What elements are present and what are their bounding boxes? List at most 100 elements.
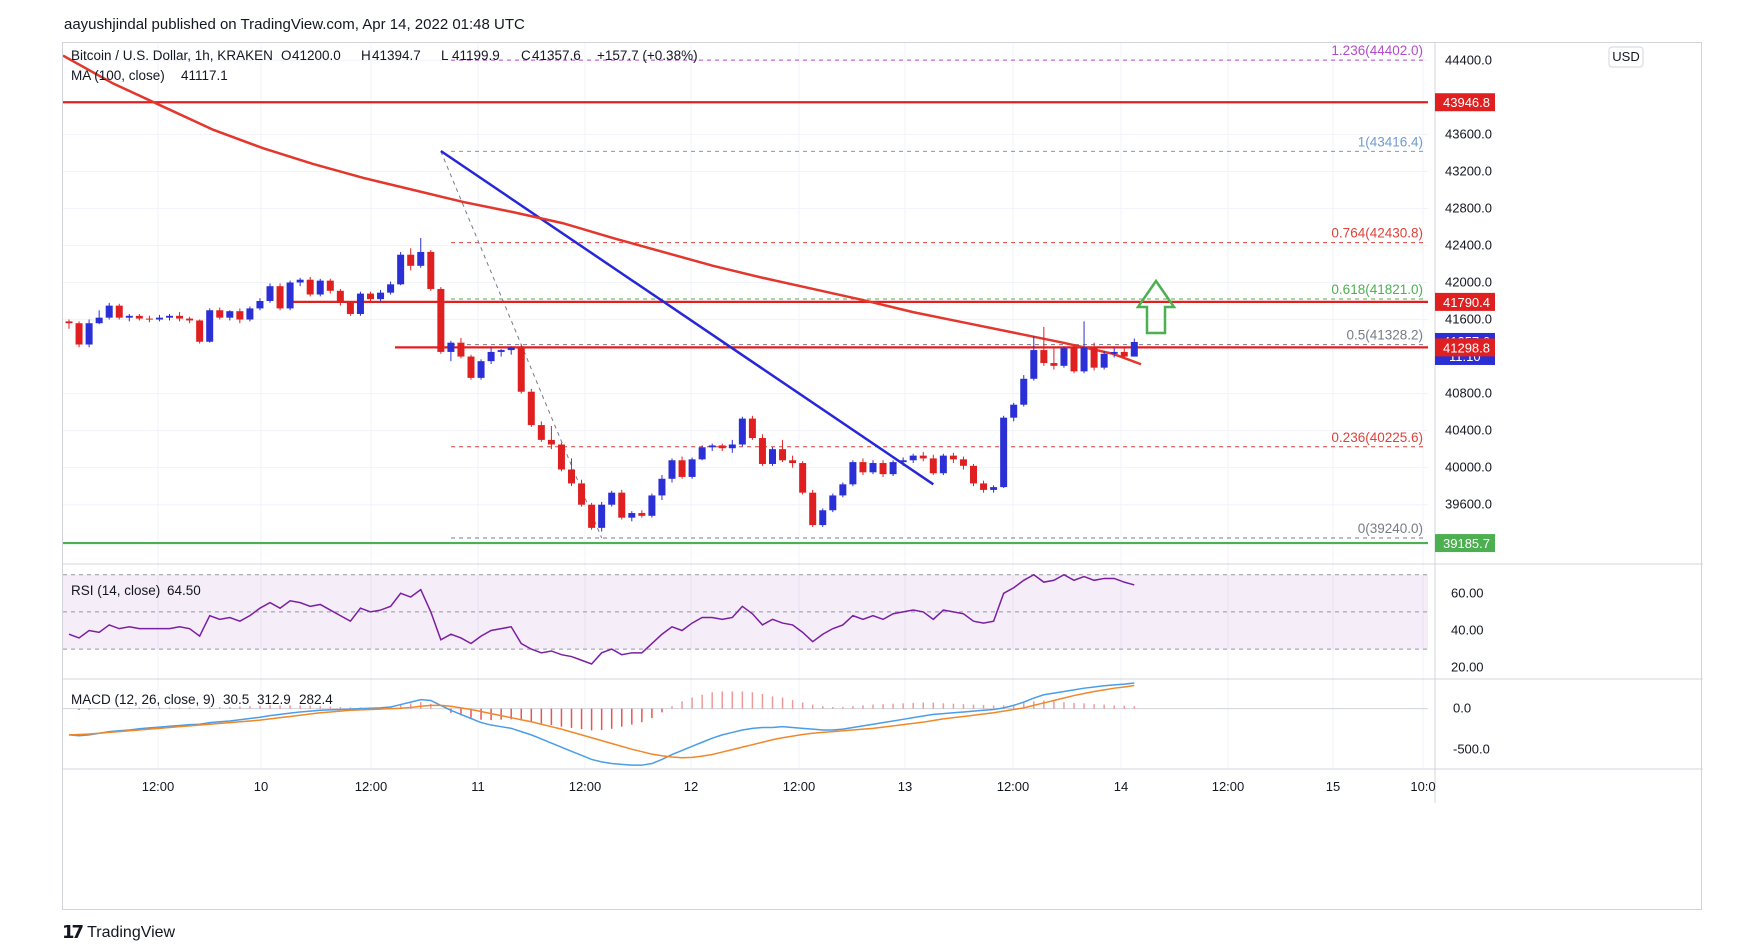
time-tick-label: 12:00 bbox=[142, 779, 175, 794]
ohlc-value-L: 41199.9 bbox=[452, 48, 500, 63]
fib-label-1: 1(43416.4) bbox=[1358, 134, 1423, 149]
candle-body bbox=[547, 439, 555, 445]
level-badge-41298.8 bbox=[1435, 338, 1495, 357]
legend-ohlc: O 41200.0 H 41394.7 L 41199.9 C 41357.6 +157.7 (… bbox=[281, 48, 698, 63]
tradingview-logo-label: TradingView bbox=[87, 923, 176, 941]
candle-body bbox=[618, 492, 626, 518]
candle-body bbox=[718, 445, 726, 449]
candle-body bbox=[367, 293, 374, 300]
candle-body bbox=[557, 444, 565, 470]
candle-body bbox=[306, 279, 314, 295]
time-tick-label: 12 bbox=[684, 779, 698, 794]
price-tick-label: 40000.0 bbox=[1445, 460, 1492, 475]
candle-body bbox=[748, 418, 756, 439]
legend-ma-value: 41117.1 bbox=[181, 68, 228, 83]
price-tick-label: 42800.0 bbox=[1445, 200, 1492, 215]
candle-body bbox=[316, 280, 324, 295]
candle-body bbox=[497, 350, 505, 352]
candle-body bbox=[1000, 417, 1008, 488]
price-chart[interactable]: 1.236(44402.0) 1(43416.4) 0.764(42430.8) 0.… bbox=[63, 43, 1703, 911]
macd-line bbox=[68, 682, 1135, 766]
time-tick-label: 11 bbox=[471, 779, 485, 794]
time-tick-label: 12:00 bbox=[783, 779, 816, 794]
fib-label-0-5: 0.5(41328.2) bbox=[1346, 328, 1423, 343]
level-badge-label: 41790.4 bbox=[1443, 295, 1490, 310]
time-tick-label: 13 bbox=[898, 779, 912, 794]
candle-body bbox=[1050, 363, 1058, 366]
candle-body bbox=[628, 513, 636, 518]
level-badge-39185.7 bbox=[1435, 534, 1495, 553]
candle-body bbox=[1080, 347, 1088, 372]
blue-trendline bbox=[440, 149, 935, 486]
candle-body bbox=[698, 447, 706, 460]
level-badge-label: 41298.8 bbox=[1443, 340, 1490, 355]
candle-body bbox=[949, 455, 957, 460]
candle-body bbox=[899, 460, 907, 463]
fib-label-0-764: 0.764(42430.8) bbox=[1331, 226, 1423, 241]
ohlc-key-H: H bbox=[361, 48, 371, 63]
candle-body bbox=[145, 318, 153, 320]
ohlc-value-H: 41394.7 bbox=[372, 48, 421, 63]
candle-body bbox=[437, 288, 445, 352]
candle-body bbox=[135, 315, 143, 319]
candle-body bbox=[296, 279, 304, 283]
legend-rsi-label: RSI (14, close) bbox=[71, 583, 160, 598]
candle-body bbox=[1020, 378, 1028, 405]
drawings bbox=[440, 149, 1177, 486]
candle-body bbox=[75, 323, 83, 345]
candle-body bbox=[467, 356, 475, 378]
ohlc-key-C: C bbox=[521, 48, 531, 63]
candle-body bbox=[939, 455, 947, 474]
price-tick-label: 39600.0 bbox=[1445, 497, 1492, 512]
legend-ma-label: MA (100, close) bbox=[71, 68, 165, 83]
candle-body bbox=[758, 438, 766, 464]
time-tick-label: 14 bbox=[1114, 779, 1128, 794]
candle-body bbox=[769, 449, 776, 464]
legend-macd-label: MACD (12, 26, close, 9) bbox=[71, 692, 215, 707]
ohlc-key-O: O bbox=[281, 48, 292, 63]
ohlc-value-O: 41200.0 bbox=[292, 48, 341, 63]
candle-body bbox=[678, 460, 686, 477]
level-badge-label: 43946.8 bbox=[1443, 95, 1490, 110]
candle-body bbox=[658, 478, 666, 496]
candle-body bbox=[879, 463, 887, 475]
time-tick-label: 15 bbox=[1326, 779, 1340, 794]
candle-body bbox=[377, 292, 385, 300]
candle-body bbox=[738, 418, 746, 445]
rsi-tick-label: 20.00 bbox=[1451, 660, 1484, 675]
time-tick-label: 12:00 bbox=[569, 779, 602, 794]
price-tick-label: 44400.0 bbox=[1445, 52, 1492, 67]
candle-body bbox=[598, 504, 606, 528]
candle-body bbox=[889, 462, 897, 475]
candle-body bbox=[266, 286, 274, 301]
candle-body bbox=[155, 317, 163, 320]
currency-button[interactable]: USD bbox=[1608, 46, 1644, 68]
candle-body bbox=[980, 483, 988, 490]
time-tick-label: 10:0 bbox=[1410, 779, 1435, 794]
time-tick-label: 12:00 bbox=[355, 779, 388, 794]
candle-body bbox=[346, 302, 354, 314]
ohlc-key-L: L bbox=[441, 48, 449, 63]
candle-body bbox=[909, 455, 917, 461]
legend-macd-value-hist: 30.5 bbox=[223, 692, 249, 707]
rsi-line bbox=[68, 573, 1135, 665]
publisher-header: aayushjindal published on TradingView.co… bbox=[64, 16, 525, 33]
candle-body bbox=[638, 513, 646, 516]
candle-body bbox=[537, 425, 545, 440]
tradingview-logo[interactable]: 17 TradingView bbox=[62, 922, 175, 943]
rsi-pane: 60.00 40.00 20.00 bbox=[63, 573, 1484, 675]
candle-body bbox=[990, 487, 998, 490]
legends: Bitcoin / U.S. Dollar, 1h, KRAKEN MA (10… bbox=[71, 48, 333, 707]
candle-body bbox=[105, 305, 113, 318]
candle-body bbox=[115, 305, 123, 318]
horizontal-levels bbox=[63, 101, 1428, 545]
candle-body bbox=[708, 445, 716, 448]
candle-body bbox=[387, 284, 395, 293]
price-tick-label: 40400.0 bbox=[1445, 423, 1492, 438]
fib-label-0-618: 0.618(41821.0) bbox=[1331, 282, 1423, 297]
macd-signal-line bbox=[68, 684, 1135, 759]
legend-macd-value-signal: 282.4 bbox=[299, 692, 333, 707]
candle-body bbox=[236, 311, 244, 320]
candle-body bbox=[1090, 347, 1098, 368]
candle-body bbox=[1070, 348, 1078, 372]
